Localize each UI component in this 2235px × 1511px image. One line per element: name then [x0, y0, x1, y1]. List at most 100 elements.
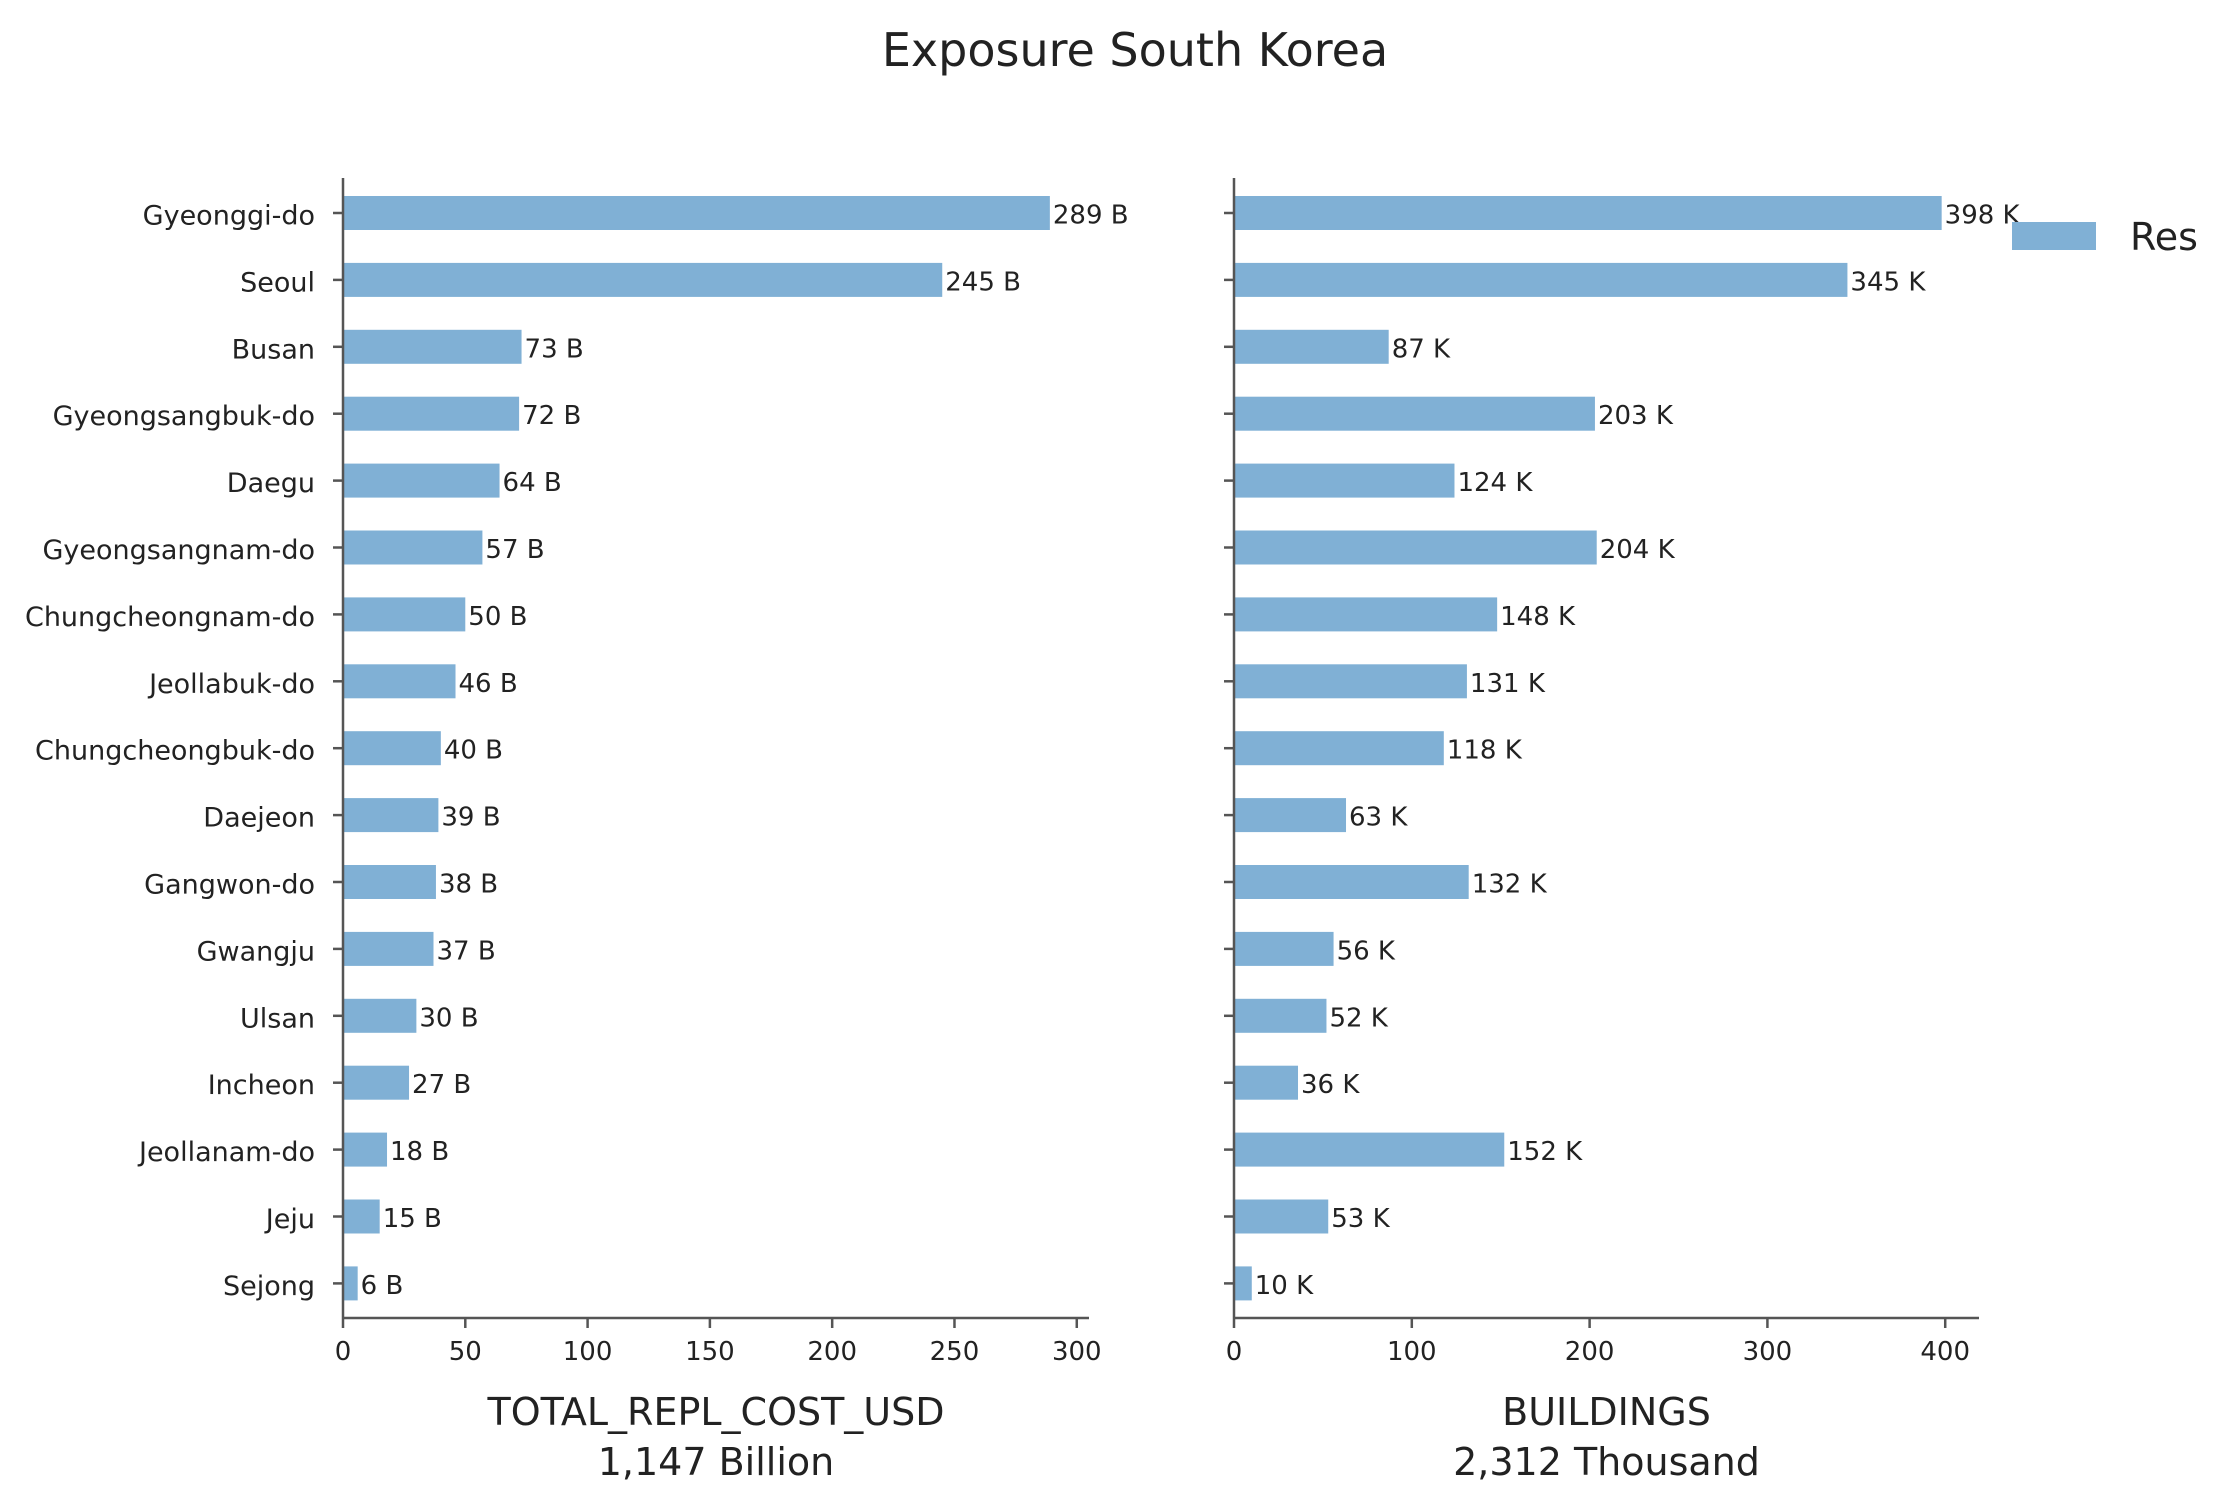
data-label: 398 K: [1945, 201, 2021, 231]
bar: [1234, 597, 1498, 632]
chart-panel-cost: 289 B Gyeonggi-do 245 B Seoul 73 B Busan 72 B G…: [25, 178, 1129, 1484]
bar: [1234, 798, 1347, 833]
data-label: 132 K: [1472, 870, 1548, 900]
category-label: Daegu: [227, 468, 315, 499]
bar: [1234, 1266, 1252, 1301]
x-tick-label: 50: [449, 1337, 482, 1367]
x-tick-label: 0: [1226, 1337, 1243, 1367]
bar: [343, 329, 522, 364]
bar: [1234, 329, 1389, 364]
category-label: Seoul: [240, 267, 315, 298]
data-label: 345 K: [1850, 267, 1926, 297]
category-label: Incheon: [208, 1070, 315, 1101]
x-tick-label: 100: [1387, 1337, 1437, 1367]
data-label: 118 K: [1447, 736, 1523, 766]
category-label: Gyeongsangbuk-do: [53, 401, 315, 432]
category-label: Jeollabuk-do: [147, 669, 315, 700]
bar: [343, 931, 434, 966]
bar: [343, 463, 500, 498]
x-tick-label: 200: [1565, 1337, 1615, 1367]
data-label: 46 B: [459, 669, 518, 699]
category-label: Sejong: [223, 1271, 315, 1302]
data-label: 38 B: [439, 870, 498, 900]
data-label: 124 K: [1457, 468, 1533, 498]
bar: [1234, 1132, 1505, 1167]
bar: [1234, 463, 1455, 498]
data-label: 52 K: [1329, 1003, 1388, 1033]
data-label: 56 K: [1337, 936, 1396, 966]
chart-panel-buildings: 398 K 345 K 87 K 203 K 124 K 204 K 148 K 131 K 1…: [1224, 178, 2021, 1484]
data-label: 63 K: [1349, 803, 1408, 833]
data-label: 27 B: [412, 1070, 471, 1100]
legend-label: Res: [2130, 215, 2198, 259]
bar: [1234, 396, 1595, 431]
bar: [1234, 1199, 1329, 1234]
data-label: 152 K: [1507, 1137, 1583, 1167]
x-tick-label: 0: [335, 1337, 352, 1367]
data-label: 64 B: [503, 468, 562, 498]
x-tick-label: 200: [807, 1337, 857, 1367]
x-tick-label: 300: [1052, 1337, 1102, 1367]
bar: [343, 1199, 380, 1234]
x-axis-sublabel: 1,147 Billion: [598, 1440, 835, 1484]
category-label: Jeju: [264, 1204, 315, 1235]
category-label: Daejeon: [203, 803, 315, 834]
category-label: Gwangju: [197, 936, 315, 967]
x-tick-label: 250: [930, 1337, 980, 1367]
x-axis-sublabel: 2,312 Thousand: [1453, 1440, 1760, 1484]
bar: [1234, 931, 1334, 966]
bar: [1234, 998, 1327, 1033]
bar: [343, 196, 1050, 230]
legend: Res: [2012, 215, 2198, 259]
category-label: Ulsan: [240, 1003, 315, 1034]
data-label: 10 K: [1255, 1271, 1314, 1301]
data-label: 57 B: [485, 535, 544, 565]
data-label: 131 K: [1470, 669, 1546, 699]
category-label: Gyeonggi-do: [143, 201, 315, 232]
data-label: 204 K: [1600, 535, 1676, 565]
category-label: Chungcheongbuk-do: [35, 736, 315, 767]
data-label: 148 K: [1500, 602, 1576, 632]
data-label: 53 K: [1331, 1204, 1390, 1234]
bar: [343, 597, 466, 632]
x-axis-label: BUILDINGS: [1502, 1390, 1711, 1434]
bar: [343, 998, 417, 1033]
bar: [1234, 1065, 1299, 1100]
bar: [343, 396, 520, 431]
data-label: 37 B: [436, 936, 495, 966]
data-label: 50 B: [468, 602, 527, 632]
data-label: 72 B: [522, 401, 581, 431]
bar: [1234, 731, 1444, 766]
data-label: 203 K: [1598, 401, 1674, 431]
bar: [343, 731, 441, 766]
data-label: 15 B: [383, 1204, 442, 1234]
category-label: Gangwon-do: [144, 870, 315, 901]
bar: [343, 664, 456, 699]
x-axis-label: TOTAL_REPL_COST_USD: [486, 1390, 944, 1434]
bar: [343, 530, 483, 565]
data-label: 18 B: [390, 1137, 449, 1167]
legend-swatch: [2012, 222, 2096, 250]
x-tick-label: 100: [563, 1337, 613, 1367]
bar: [1234, 530, 1597, 565]
category-label: Jeollanam-do: [137, 1137, 315, 1168]
x-tick-label: 150: [685, 1337, 735, 1367]
data-label: 6 B: [361, 1271, 404, 1301]
category-label: Busan: [232, 334, 315, 365]
category-label: Chungcheongnam-do: [25, 602, 315, 633]
data-label: 40 B: [444, 736, 503, 766]
data-label: 30 B: [419, 1003, 478, 1033]
category-label: Gyeongsangnam-do: [42, 535, 315, 566]
data-label: 289 B: [1053, 201, 1129, 231]
x-tick-label: 300: [1743, 1337, 1793, 1367]
data-label: 39 B: [441, 803, 500, 833]
data-label: 87 K: [1392, 334, 1451, 364]
bar: [1234, 865, 1469, 899]
bar: [343, 865, 436, 899]
bar: [1234, 664, 1467, 699]
bar: [1234, 196, 1942, 230]
bar: [343, 798, 439, 833]
chart-title: Exposure South Korea: [882, 23, 1388, 77]
bar: [1234, 262, 1848, 297]
